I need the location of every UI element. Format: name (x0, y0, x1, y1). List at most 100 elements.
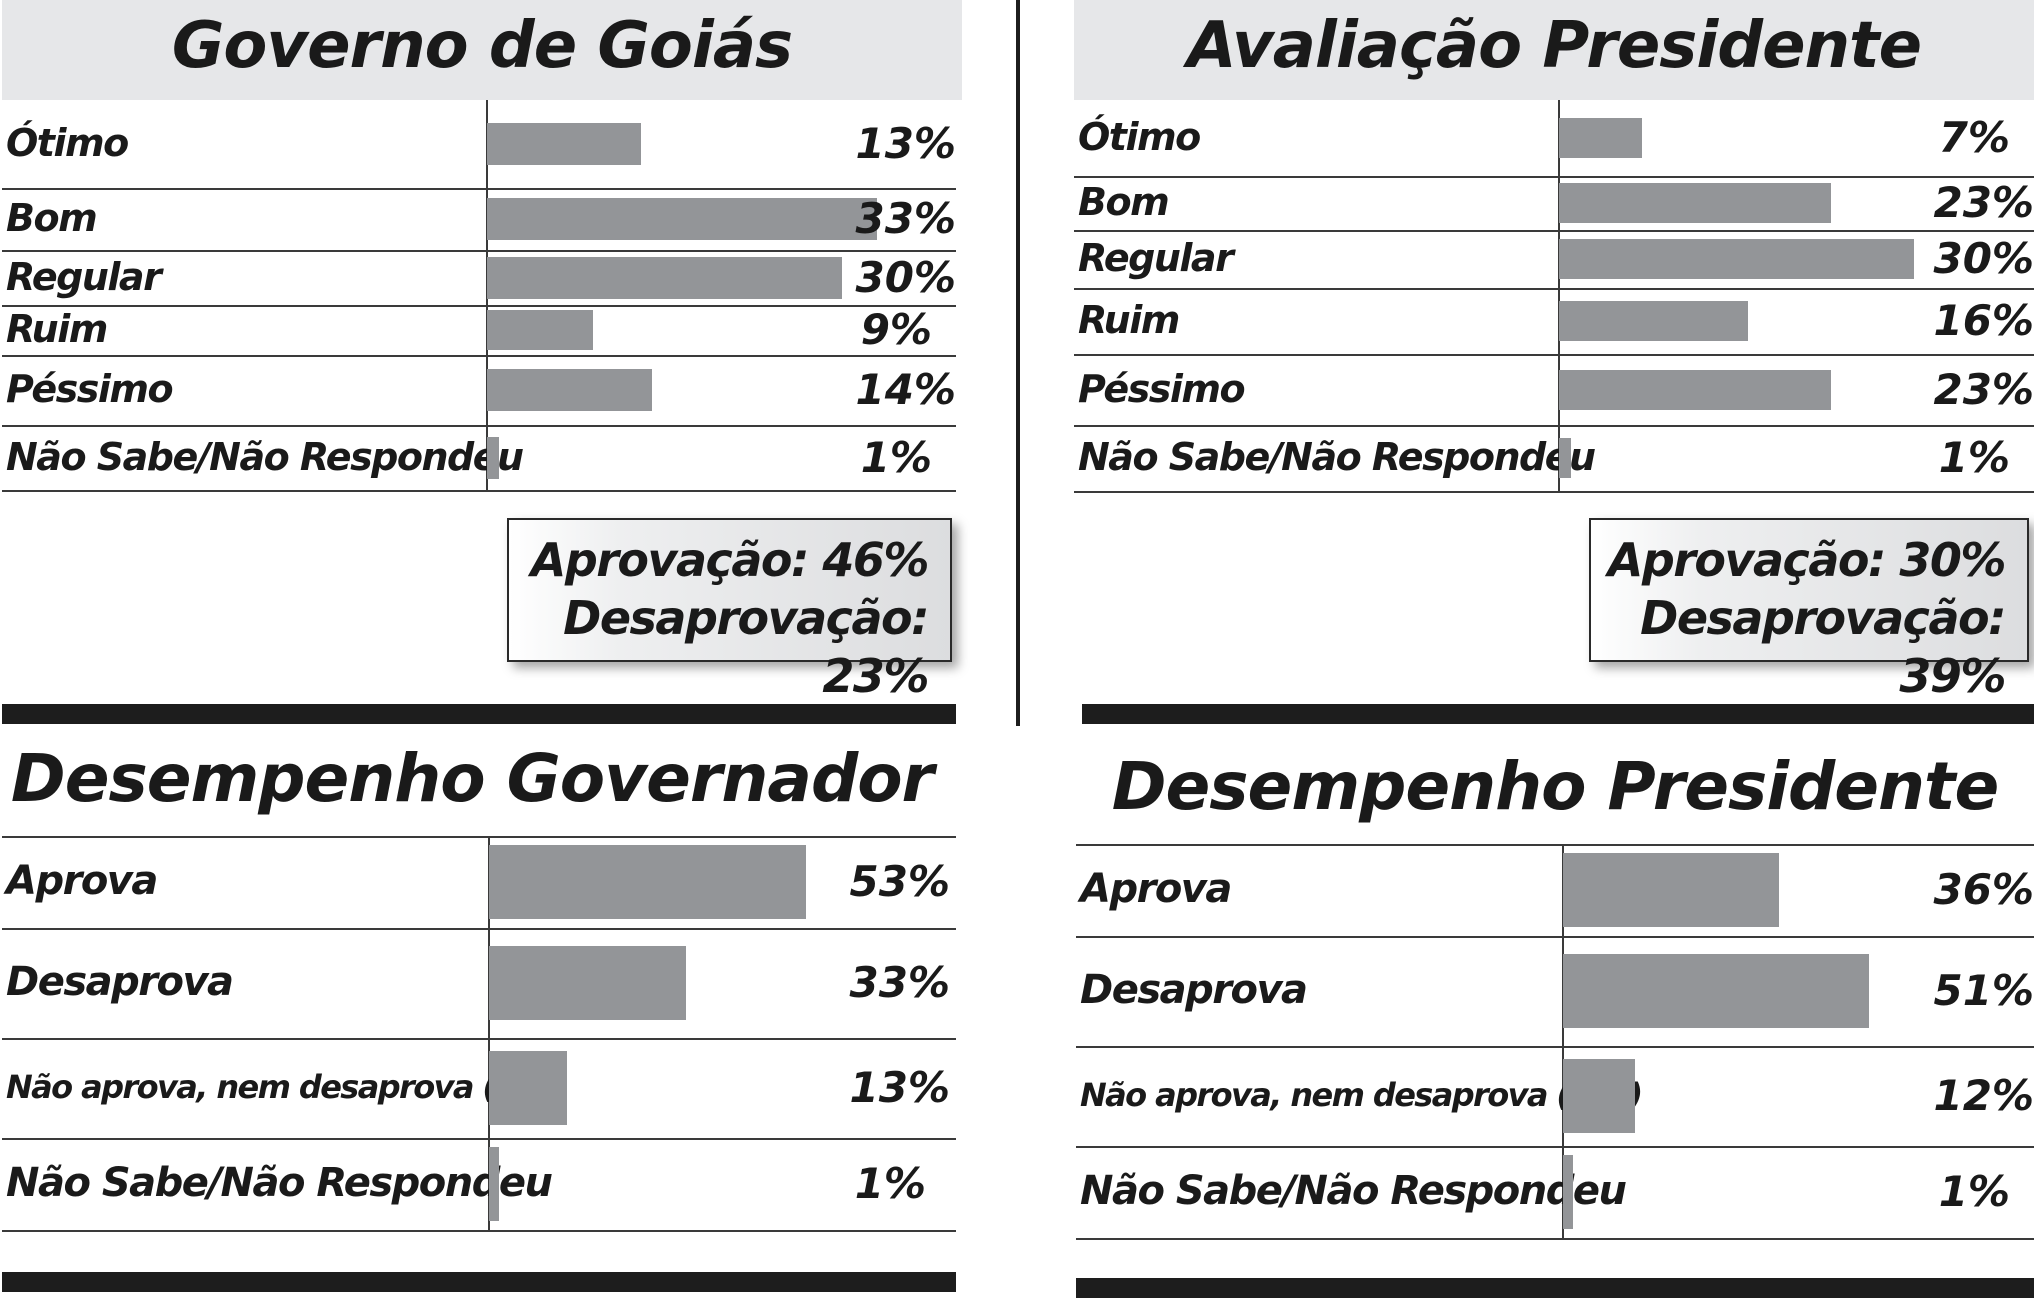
chart-row: Ruim 16% (1074, 288, 2034, 354)
bar (1563, 853, 1779, 927)
chart-row: Péssimo 23% (1074, 354, 2034, 425)
section-rule (1082, 704, 2034, 724)
value-label: 30% (855, 253, 956, 302)
bar (487, 369, 652, 411)
category-label: Aprova (6, 858, 158, 904)
chart-row: Não aprova, nem desaprova (Esp) 12% (1076, 1046, 2034, 1146)
value-label: 23% (1933, 365, 2034, 414)
category-label: Regular (1078, 236, 1234, 280)
row-divider (2, 836, 956, 838)
chart-title: Desempenho Presidente (1111, 748, 2000, 825)
category-label: Não aprova, nem desaprova (Esp) (1080, 1076, 1643, 1114)
chart-row: Ótimo 13% (2, 100, 956, 188)
chart-row: Ruim 9% (2, 305, 956, 355)
category-label: Não Sabe/Não Respondeu (1078, 435, 1596, 479)
bar (1563, 1059, 1635, 1133)
bar (1559, 301, 1748, 341)
bar (487, 123, 641, 165)
row-divider (2, 1230, 956, 1232)
bar (489, 1051, 567, 1125)
row-divider (1074, 354, 2034, 356)
row-divider (1074, 176, 2034, 178)
category-label: Não Sabe/Não Respondeu (6, 1160, 553, 1206)
bar (489, 845, 806, 919)
bar-axis-line (1558, 100, 1560, 491)
bar-axis-line (1562, 844, 1564, 1238)
row-divider (2, 250, 956, 252)
row-divider (1076, 844, 2034, 846)
bar (489, 946, 686, 1020)
row-divider (2, 425, 956, 427)
category-label: Péssimo (6, 367, 174, 411)
chart-title: Desempenho Governador (10, 740, 934, 817)
value-label: 13% (849, 1063, 950, 1112)
summary-box: Aprovação: 46% Desaprovação: 23% (507, 518, 952, 703)
chart-row: Não Sabe/Não Respondeu 1% (2, 425, 956, 490)
value-label: 16% (1933, 296, 2034, 345)
chart-row: Não Sabe/Não Respondeu 1% (2, 1138, 956, 1230)
chart-row: Regular 30% (2, 250, 956, 305)
section-rule (1076, 1278, 2034, 1298)
category-label: Desaprova (6, 959, 234, 1005)
category-label: Ruim (1078, 298, 1180, 342)
row-divider (2, 305, 956, 307)
summary-box: Aprovação: 30% Desaprovação: 39% (1589, 518, 2029, 703)
bar (1563, 1155, 1573, 1229)
center-divider (1016, 0, 1020, 726)
section-rule (2, 704, 956, 724)
bar (1559, 239, 1914, 279)
bar (487, 310, 593, 350)
chart-row: Regular 30% (1074, 230, 2034, 288)
chart-row: Desaprova 51% (1076, 936, 2034, 1046)
panel-desempenho-presidente: Desempenho Presidente Aprova 36% Desaprova… (1076, 730, 2034, 1301)
chart-row: Bom 23% (1074, 176, 2034, 230)
bar (487, 257, 842, 299)
category-label: Ruim (6, 307, 108, 351)
approval-text: Aprovação: 46% (530, 533, 930, 587)
row-divider (2, 188, 956, 190)
value-label: 23% (1933, 178, 2034, 227)
value-label: 30% (1933, 234, 2034, 283)
row-divider (2, 1038, 956, 1040)
value-label: 1% (860, 433, 932, 482)
chart-row: Ótimo 7% (1074, 100, 2034, 176)
panel-desempenho-governador: Desempenho Governador Aprova 53% Desaprova… (2, 730, 962, 1301)
category-label: Aprova (1080, 866, 1232, 912)
chart-row: Aprova 36% (1076, 844, 2034, 936)
value-label: 33% (855, 194, 956, 243)
row-divider (1076, 1046, 2034, 1048)
panel-governo-goias: Governo de Goiás Ótimo 13% Bom 33% Regular 30… (2, 0, 962, 724)
bar (487, 198, 877, 240)
category-label: Ótimo (1078, 115, 1201, 159)
chart-row: Aprova 53% (2, 836, 956, 928)
category-label: Desaprova (1080, 967, 1308, 1013)
value-label: 13% (855, 119, 956, 168)
row-divider (2, 490, 956, 492)
value-label: 1% (854, 1159, 926, 1208)
category-label: Bom (6, 196, 98, 240)
chart-row: Desaprova 33% (2, 928, 956, 1038)
bar (1563, 954, 1869, 1028)
value-label: 36% (1933, 865, 2034, 914)
title-band (2, 0, 962, 100)
panel-avaliacao-presidente: Avaliação Presidente Ótimo 7% Bom 23% Regula… (1074, 0, 2034, 724)
value-label: 9% (860, 305, 932, 354)
category-label: Péssimo (1078, 367, 1246, 411)
value-label: 1% (1938, 433, 2010, 482)
category-label: Não aprova, nem desaprova (Esp) (6, 1068, 569, 1106)
rating-table: Ótimo 7% Bom 23% Regular 30% Ruim 16% Péssimo 23%… (1074, 100, 2034, 495)
row-divider (2, 1138, 956, 1140)
disapproval-text: Desaprovação: 39% (1640, 590, 2006, 703)
bar (487, 437, 499, 479)
disapproval-text: Desaprovação: 23% (563, 590, 929, 703)
bar (1559, 370, 1831, 410)
bar-axis-line (488, 836, 490, 1230)
value-label: 12% (1933, 1071, 2034, 1120)
chart-row: Bom 33% (2, 188, 956, 250)
chart-row: Péssimo 14% (2, 355, 956, 425)
row-divider (1076, 936, 2034, 938)
title-band (1074, 0, 2034, 100)
row-divider (1074, 491, 2034, 493)
category-label: Bom (1078, 180, 1170, 224)
chart-row: Não Sabe/Não Respondeu 1% (1076, 1146, 2034, 1238)
